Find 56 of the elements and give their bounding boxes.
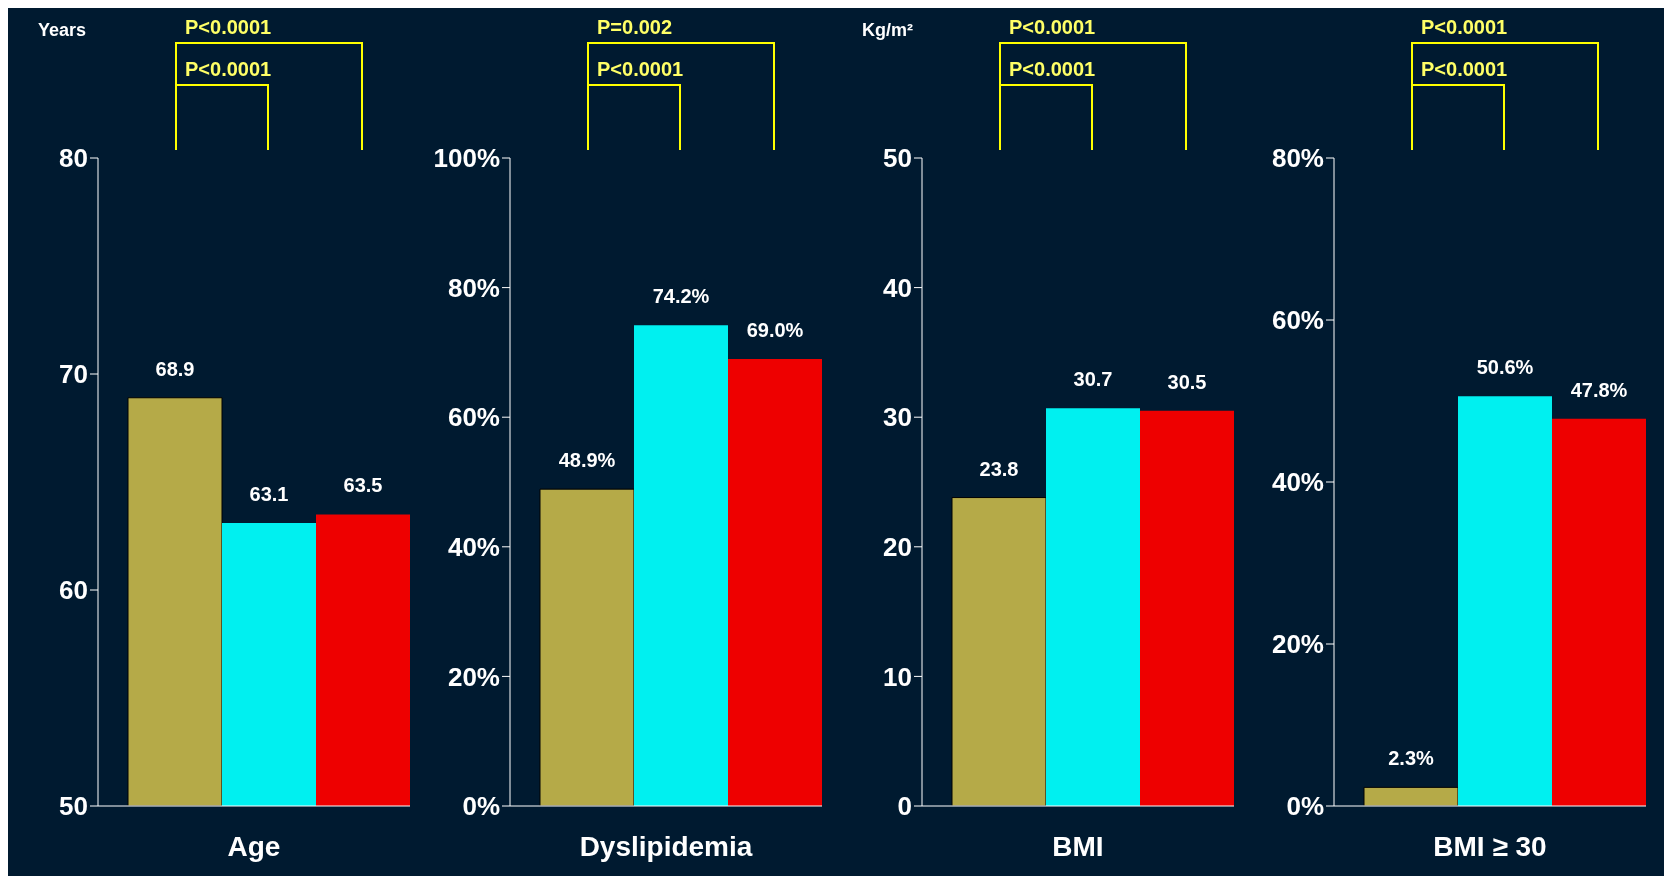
x-axis-title: Age [227,831,281,862]
y-tick-label: 10 [883,661,912,692]
y-tick-label: 0% [1286,791,1324,822]
y-axis-title: Kg/m² [862,20,913,41]
y-tick-label: 0 [897,791,912,822]
text: P<0.0001 [1421,16,1508,39]
data-label: 50.6% [1476,356,1534,379]
y-tick-label: 40% [447,532,500,563]
data-label: 30.5 [1167,370,1207,393]
bar [1046,408,1140,806]
text: P<0.0001 [185,58,272,81]
y-tick-label: 20 [883,532,912,563]
x-axis-title: BMI ≥ 30 [1433,831,1547,862]
data-label: 30.7 [1073,368,1113,391]
bar [1363,786,1459,806]
data-label: 74.2% [652,285,710,308]
text: P<0.0001 [1009,16,1096,39]
data-label: 48.9% [558,449,616,472]
y-axis-title: Years [38,20,87,41]
y-tick-label: 50 [883,143,912,174]
y-tick-label: 80% [1271,143,1324,174]
bar [1140,410,1234,806]
bar [539,488,635,806]
y-tick-label: 40% [1271,467,1324,498]
y-tick-label: 20% [1271,629,1324,660]
text: P=0.002 [597,16,673,39]
data-label: 47.8% [1570,378,1628,401]
y-tick-label: 70 [59,359,88,390]
y-tick-label: 30 [883,402,912,433]
text: P<0.0001 [597,58,684,81]
bar [951,497,1047,806]
data-label: 23.8 [979,457,1019,480]
y-tick-label: 80 [59,143,88,174]
bar [728,358,822,806]
x-axis-title: BMI [1052,831,1104,862]
data-label: 63.5 [343,474,383,497]
y-tick-label: 50 [59,791,88,822]
y-tick-label: 100% [433,143,500,174]
bar [634,325,728,806]
data-label: 69.0% [746,318,804,341]
y-tick-label: 80% [447,272,500,303]
data-label: 2.3% [1388,747,1435,770]
text: P<0.0001 [185,16,272,39]
data-label: 68.9 [155,357,195,380]
y-tick-label: 60% [447,402,500,433]
text: P<0.0001 [1009,58,1096,81]
y-tick-label: 0% [462,791,500,822]
bar [1458,396,1552,806]
y-tick-label: 60% [1271,305,1324,336]
y-tick-label: 60 [59,575,88,606]
y-tick-label: 40 [883,272,912,303]
data-label: 63.1 [249,483,289,506]
text: P<0.0001 [1421,58,1508,81]
bar [1552,418,1646,806]
x-axis-title: Dyslipidemia [579,831,753,862]
y-tick-label: 20% [447,661,500,692]
